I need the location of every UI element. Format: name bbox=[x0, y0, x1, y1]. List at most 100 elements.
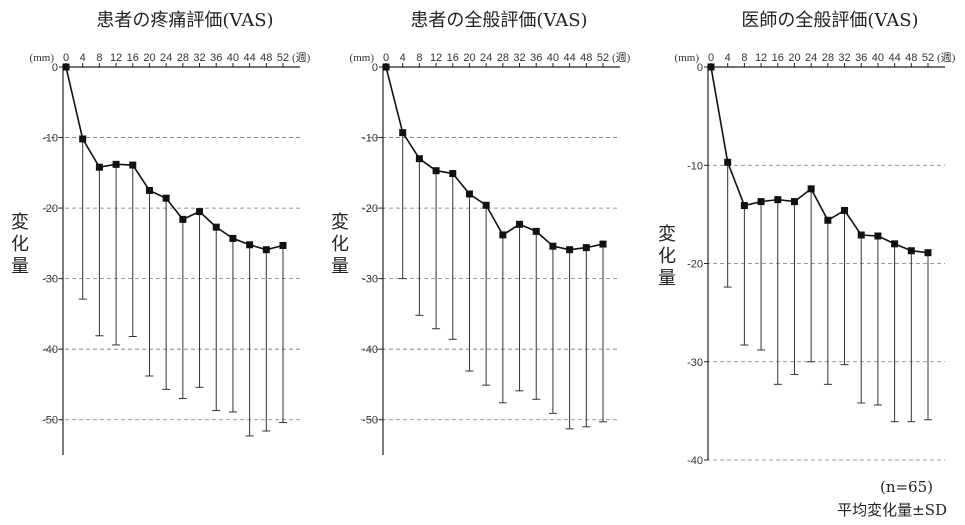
x-tick-label: 52 bbox=[597, 52, 609, 64]
x-tick-label: 40 bbox=[872, 52, 884, 64]
data-point bbox=[599, 240, 607, 248]
data-point bbox=[79, 135, 87, 143]
x-tick-label: 16 bbox=[127, 52, 139, 64]
y-tick-label: -10 bbox=[362, 133, 378, 145]
data-point bbox=[95, 163, 103, 171]
x-tick-label: 8 bbox=[741, 52, 747, 64]
x-tick-label: 36 bbox=[210, 52, 222, 64]
x-tick-label: 4 bbox=[400, 52, 406, 64]
x-tick-label: 20 bbox=[143, 52, 155, 64]
data-point bbox=[582, 244, 590, 252]
x-tick-label: 32 bbox=[513, 52, 525, 64]
x-tick-label: 52 bbox=[922, 52, 934, 64]
data-point bbox=[246, 241, 254, 249]
data-point bbox=[196, 208, 204, 216]
data-point bbox=[841, 206, 849, 214]
x-tick-label: 4 bbox=[80, 52, 86, 64]
x-tick-label: 4 bbox=[725, 52, 731, 64]
data-point bbox=[532, 227, 540, 235]
x-tick-label: 44 bbox=[563, 52, 575, 64]
y-tick-label: -10 bbox=[687, 160, 703, 172]
x-tick-label: 40 bbox=[227, 52, 239, 64]
x-tick-label: 24 bbox=[480, 52, 492, 64]
y-tick-label: 0 bbox=[372, 62, 378, 74]
data-point bbox=[465, 190, 473, 198]
series-line bbox=[710, 66, 929, 254]
data-point bbox=[449, 170, 457, 178]
data-point bbox=[229, 234, 237, 242]
data-point bbox=[262, 246, 270, 254]
x-tick-label: 32 bbox=[838, 52, 850, 64]
chart-title: 患者の疼痛評価(VAS) bbox=[96, 10, 273, 31]
y-tick-label: -40 bbox=[42, 344, 58, 356]
x-tick-label: 28 bbox=[177, 52, 189, 64]
y-unit-label: (mm) bbox=[350, 52, 375, 64]
x-tick-label: 28 bbox=[822, 52, 834, 64]
data-point bbox=[179, 215, 187, 223]
y-tick-label: -30 bbox=[687, 357, 703, 369]
y-unit-label: (mm) bbox=[30, 52, 55, 64]
x-tick-label: 12 bbox=[430, 52, 442, 64]
y-tick-label: -20 bbox=[687, 259, 703, 271]
x-tick-label: 20 bbox=[463, 52, 475, 64]
data-point bbox=[145, 186, 153, 194]
x-unit-label: (週) bbox=[612, 51, 631, 64]
y-tick-label: 0 bbox=[52, 62, 58, 74]
data-point bbox=[740, 202, 748, 210]
y-tick-label: -10 bbox=[42, 133, 58, 145]
data-point bbox=[162, 194, 170, 202]
x-tick-label: 28 bbox=[497, 52, 509, 64]
data-point bbox=[549, 242, 557, 250]
data-point bbox=[279, 241, 287, 249]
y-axis-label: 変化量 bbox=[331, 212, 349, 277]
data-point bbox=[482, 201, 490, 209]
y-tick-label: -40 bbox=[687, 455, 703, 467]
data-point bbox=[399, 129, 407, 137]
data-point bbox=[62, 63, 70, 71]
data-point bbox=[724, 158, 732, 166]
data-point bbox=[499, 231, 507, 239]
x-tick-label: 24 bbox=[160, 52, 172, 64]
data-point bbox=[382, 63, 390, 71]
data-point bbox=[907, 247, 915, 255]
series-line bbox=[65, 66, 284, 251]
x-tick-label: 8 bbox=[416, 52, 422, 64]
x-tick-label: 16 bbox=[447, 52, 459, 64]
data-point bbox=[516, 220, 524, 228]
x-tick-label: 36 bbox=[530, 52, 542, 64]
y-unit-label: (mm) bbox=[675, 52, 700, 64]
data-point bbox=[707, 63, 715, 71]
data-point bbox=[757, 198, 765, 206]
x-tick-label: 0 bbox=[383, 52, 389, 64]
x-tick-label: 48 bbox=[260, 52, 272, 64]
data-point bbox=[824, 216, 832, 224]
statistic-note: 平均変化量±SD bbox=[837, 501, 947, 519]
x-tick-label: 32 bbox=[193, 52, 205, 64]
x-tick-label: 44 bbox=[243, 52, 255, 64]
data-point bbox=[129, 161, 137, 169]
x-tick-label: 44 bbox=[888, 52, 900, 64]
y-tick-label: -50 bbox=[42, 415, 58, 427]
x-tick-label: 52 bbox=[277, 52, 289, 64]
data-point bbox=[924, 249, 932, 257]
y-tick-label: -30 bbox=[42, 274, 58, 286]
x-tick-label: 48 bbox=[905, 52, 917, 64]
x-tick-label: 36 bbox=[855, 52, 867, 64]
data-point bbox=[432, 167, 440, 175]
y-axis-label: 変化量 bbox=[11, 212, 29, 277]
y-tick-label: -30 bbox=[362, 274, 378, 286]
x-tick-label: 48 bbox=[580, 52, 592, 64]
data-point bbox=[415, 155, 423, 163]
y-axis-label: 変化量 bbox=[658, 224, 676, 289]
x-tick-label: 12 bbox=[755, 52, 767, 64]
data-point bbox=[857, 231, 865, 239]
x-tick-label: 8 bbox=[96, 52, 102, 64]
x-tick-label: 40 bbox=[547, 52, 559, 64]
chart-title: 医師の全般評価(VAS) bbox=[741, 10, 918, 31]
y-tick-label: 0 bbox=[697, 62, 703, 74]
x-tick-label: 16 bbox=[772, 52, 784, 64]
chart-title: 患者の全般評価(VAS) bbox=[410, 10, 587, 31]
